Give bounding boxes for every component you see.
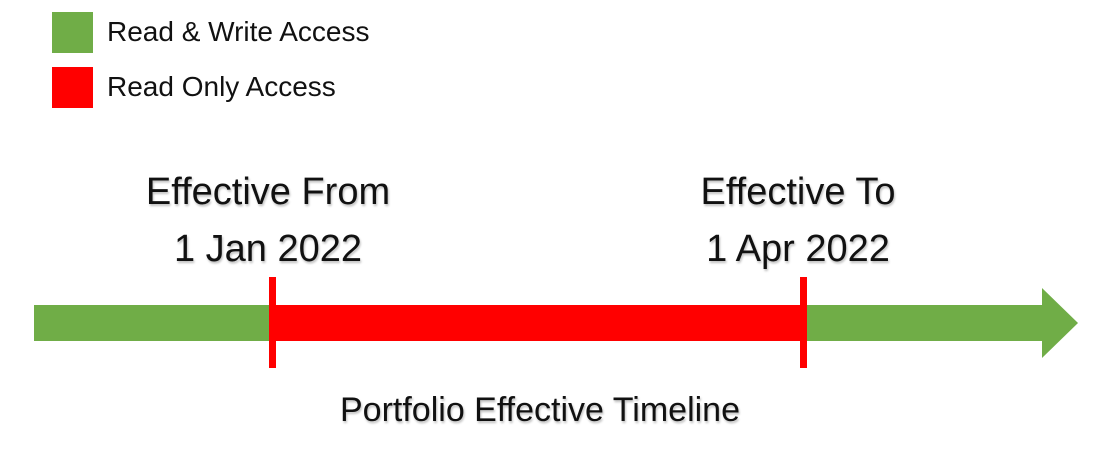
legend-item-read-write: Read & Write Access xyxy=(52,11,369,53)
effective-to-title: Effective To xyxy=(700,171,896,213)
timeline-segment-read-write-after xyxy=(804,305,1044,341)
effective-from-date: 1 Jan 2022 xyxy=(173,228,363,270)
effective-from-marker xyxy=(269,277,276,368)
timeline-segment-read-write-before xyxy=(34,305,272,341)
effective-from-label: Effective From 1 Jan 2022 xyxy=(118,164,418,278)
effective-from-title: Effective From xyxy=(145,171,391,213)
legend-swatch-green xyxy=(52,11,93,53)
legend-item-read-only: Read Only Access xyxy=(52,66,336,108)
arrow-head-icon xyxy=(1042,288,1078,358)
timeline-caption: Portfolio Effective Timeline xyxy=(340,391,740,429)
legend-swatch-red xyxy=(52,66,93,108)
effective-to-marker xyxy=(800,277,807,368)
legend-label-read-write: Read & Write Access xyxy=(107,16,370,47)
legend-label-read-only: Read Only Access xyxy=(107,71,336,102)
effective-to-date: 1 Apr 2022 xyxy=(706,228,890,270)
timeline-segment-read-only xyxy=(272,305,804,341)
effective-to-label: Effective To 1 Apr 2022 xyxy=(648,164,948,278)
